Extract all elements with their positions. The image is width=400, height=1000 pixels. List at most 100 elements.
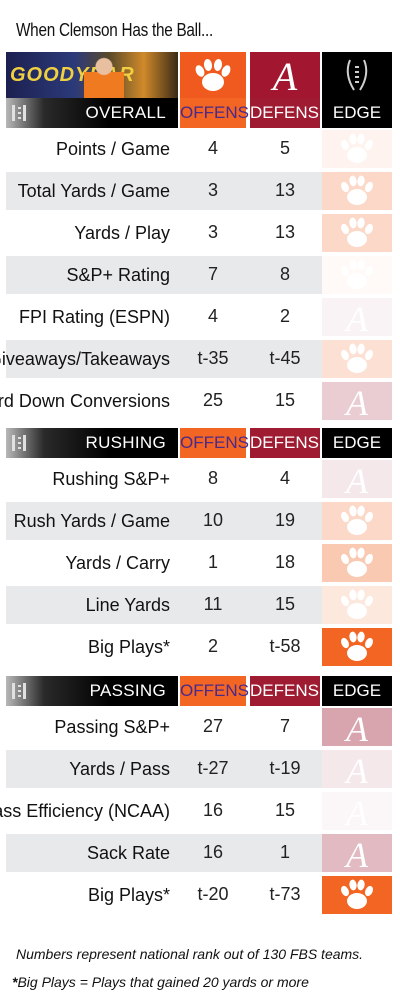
defense-rank: t-45: [269, 348, 301, 368]
offense-rank: 10: [202, 510, 224, 530]
page-title: When Clemson Has the Ball...: [16, 20, 213, 40]
clemson-paw-icon: [322, 876, 392, 914]
offense-header: OFFENSE: [180, 428, 260, 458]
cfp-trophy-icon: [322, 52, 392, 98]
stat-label: FPI Rating (ESPN): [18, 307, 170, 327]
defense-rank: t-19: [269, 758, 301, 778]
stat-label: Rushing S&P+: [52, 469, 170, 489]
svg-text:A: A: [344, 461, 369, 498]
section-header-rushing: RUSHING: [6, 428, 178, 458]
offense-rank: 16: [202, 842, 224, 862]
cfp-trophy-icon: [12, 683, 26, 699]
clemson-paw-icon: [322, 502, 392, 540]
stat-label: S&P+ Rating: [66, 265, 170, 285]
offense-rank: 7: [207, 264, 218, 284]
table-row: Rushing S&P+ 8 4: [6, 460, 322, 498]
defense-rank: 5: [279, 138, 290, 158]
edge-header: EDGE: [322, 98, 392, 128]
stat-label: Sack Rate: [86, 843, 170, 863]
alabama-a-icon: A: [250, 52, 320, 98]
edge-header: EDGE: [322, 676, 392, 706]
table-row: Sack Rate 16 1: [6, 834, 322, 872]
section-title: PASSING: [89, 681, 166, 700]
section-header-overall: OVERALL: [6, 98, 178, 128]
defense-rank: 15: [274, 800, 296, 820]
clemson-paw-icon: [180, 52, 246, 98]
defense-rank: 13: [274, 222, 296, 242]
defense-rank: 15: [274, 390, 296, 410]
alabama-a-icon: A: [322, 834, 392, 872]
table-row: Passing S&P+ 27 7: [6, 708, 322, 746]
stat-label: Total Yards / Game: [17, 181, 170, 201]
alabama-a-icon: A: [322, 708, 392, 746]
offense-rank: 11: [203, 594, 223, 614]
offense-rank: 1: [207, 552, 218, 572]
svg-text:A: A: [344, 709, 369, 746]
cfp-trophy-icon: [12, 435, 26, 451]
svg-text:A: A: [344, 299, 369, 336]
table-row: Giveaways/Takeaways t-35 t-45: [0, 340, 322, 378]
section-title: RUSHING: [85, 433, 166, 452]
table-row: Big Plays* 2 t-58: [6, 628, 322, 666]
svg-text:A: A: [344, 793, 369, 830]
offense-rank: 25: [202, 390, 224, 410]
footnote-big-plays: *Big Plays = Plays that gained 20 yards …: [12, 974, 309, 990]
svg-text:A: A: [344, 835, 369, 872]
footnote-ranking: Numbers represent national rank out of 1…: [16, 946, 364, 962]
offense-rank: 4: [207, 138, 218, 158]
stat-label: Line Yards: [85, 595, 170, 615]
clemson-paw-icon: [322, 340, 392, 378]
defense-rank: 8: [279, 264, 290, 284]
defense-rank: 2: [279, 306, 290, 326]
stat-label: Points / Game: [55, 139, 170, 159]
footnote-big-plays-text: Big Plays = Plays that gained 20 yards o…: [17, 974, 309, 990]
clemson-paw-icon: [322, 172, 392, 210]
defense-header: DEFENSE: [250, 98, 330, 128]
defense-rank: 19: [274, 510, 296, 530]
offense-header: OFFENSE: [180, 98, 260, 128]
offense-rank: 2: [207, 636, 218, 656]
stat-label: 3rd Down Conversions: [0, 391, 170, 411]
alabama-a-icon: A: [322, 460, 392, 498]
cfp-trophy-icon: [12, 105, 26, 121]
stat-label: Passing S&P+: [54, 717, 170, 737]
offense-rank: 27: [202, 716, 224, 736]
section-header-passing: PASSING: [6, 676, 178, 706]
svg-text:A: A: [270, 54, 298, 98]
offense-rank: t-20: [197, 884, 229, 904]
defense-rank: 18: [274, 552, 296, 572]
table-row: 3rd Down Conversions 25 15: [0, 382, 322, 420]
offense-rank: 3: [207, 222, 218, 242]
clemson-paw-icon: [322, 544, 392, 582]
section-title: OVERALL: [85, 103, 166, 122]
defense-rank: 1: [279, 842, 290, 862]
defense-header: DEFENSE: [250, 676, 330, 706]
stat-label: Big Plays*: [87, 637, 170, 657]
table-row: Line Yards 11 15: [6, 586, 322, 624]
clemson-paw-icon: [322, 586, 392, 624]
defense-header: DEFENSE: [250, 428, 330, 458]
stat-label: Yards / Pass: [69, 759, 170, 779]
offense-rank: 8: [207, 468, 218, 488]
table-row: Rush Yards / Game 10 19: [6, 502, 322, 540]
alabama-a-icon: A: [322, 750, 392, 788]
stat-label: Pass Efficiency (NCAA): [0, 801, 170, 821]
defense-rank: t-58: [269, 636, 301, 656]
offense-rank: t-35: [197, 348, 229, 368]
defense-rank: t-73: [269, 884, 301, 904]
table-row: Yards / Carry 1 18: [6, 544, 322, 582]
stat-label: Big Plays*: [87, 885, 170, 905]
defense-rank: 15: [274, 594, 296, 614]
offense-rank: t-27: [197, 758, 229, 778]
edge-header: EDGE: [322, 428, 392, 458]
player-image: [84, 56, 124, 98]
alabama-a-icon: A: [322, 792, 392, 830]
svg-text:A: A: [344, 751, 369, 788]
offense-rank: 3: [207, 180, 218, 200]
footnote-star: *: [12, 974, 18, 990]
clemson-paw-icon: [322, 130, 392, 168]
table-row: Big Plays* t-20 t-73: [6, 876, 322, 914]
stat-label: Yards / Carry: [65, 553, 170, 573]
table-row: S&P+ Rating 7 8: [6, 256, 322, 294]
stat-label: Giveaways/Takeaways: [0, 349, 170, 369]
